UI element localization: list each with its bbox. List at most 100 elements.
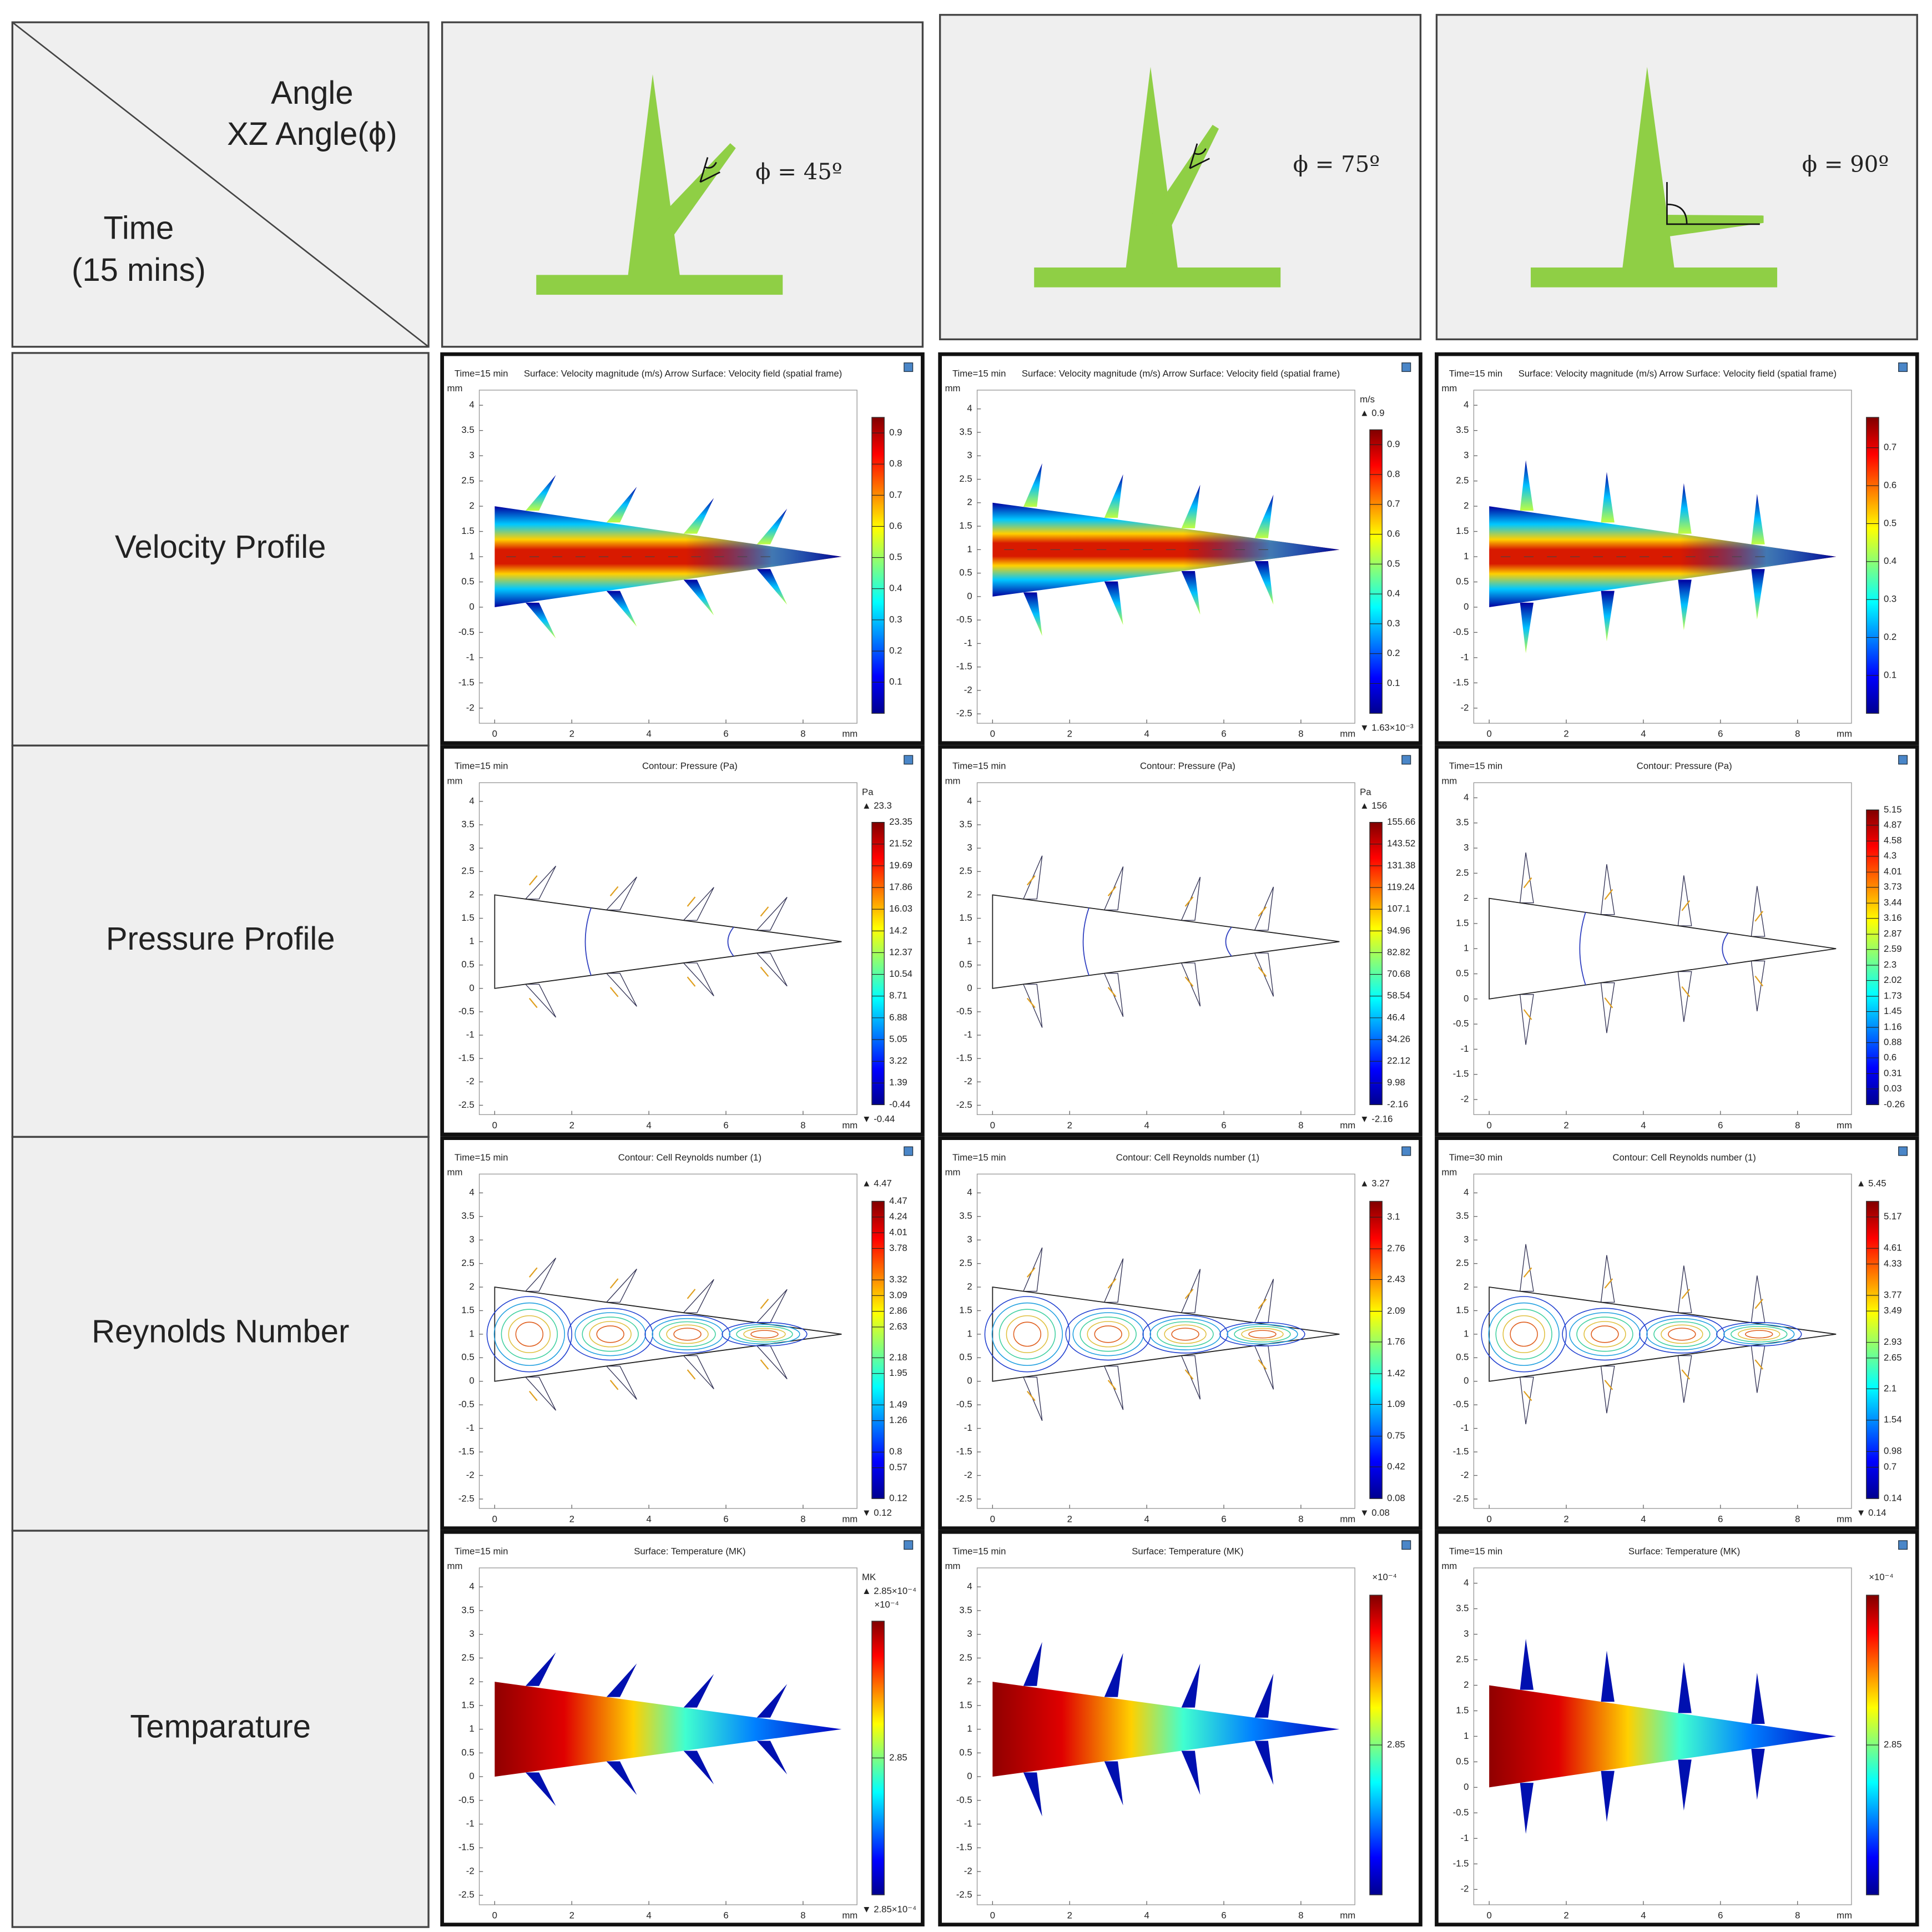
x-tick-label: 0 <box>492 1514 497 1524</box>
y-tick-label: 2 <box>469 889 474 900</box>
y-tick-label: 0 <box>469 1771 474 1782</box>
spike <box>1678 1759 1692 1811</box>
spike <box>1104 1761 1123 1805</box>
x-tick-label: 4 <box>646 1120 651 1131</box>
spike <box>1751 569 1765 620</box>
colorbar-tick-label: 2.09 <box>1387 1305 1405 1316</box>
colorbar-tick-label: -0.44 <box>889 1099 910 1109</box>
y-unit: mm <box>945 1561 961 1571</box>
colorbar-tick-label: 3.49 <box>1884 1305 1902 1316</box>
corner-diagonal <box>12 22 429 347</box>
y-tick-label: -1 <box>964 1422 972 1433</box>
y-tick-label: -1 <box>466 1818 475 1829</box>
x-tick-label: 2 <box>1067 729 1072 739</box>
colorbar-tick-label: 0.3 <box>1387 618 1400 628</box>
contour-line <box>1164 1324 1207 1344</box>
colorbar-tick-label: 4.01 <box>1884 866 1902 877</box>
colorbar-tick-label: 2.93 <box>1884 1336 1902 1347</box>
spike-contour <box>609 987 619 997</box>
colorbar-tick-label: 2.02 <box>1884 975 1902 985</box>
y-tick-label: 2.5 <box>1456 1258 1469 1268</box>
spike <box>606 1761 637 1795</box>
y-tick-label: 4 <box>1464 400 1469 410</box>
spike <box>1601 591 1615 642</box>
y-tick-label: 0.5 <box>461 1352 474 1363</box>
contour-line <box>1510 1321 1538 1347</box>
y-tick-label: -0.5 <box>458 1399 475 1410</box>
angle-mark <box>1666 182 1760 225</box>
x-tick-label: 4 <box>1641 1910 1646 1920</box>
spike-contour <box>687 896 696 907</box>
colorbar-tick-label: 0.6 <box>889 521 902 531</box>
plot-time: Time=15 min <box>952 1152 1006 1163</box>
colorbar-tick-label: 8.71 <box>889 990 907 1001</box>
row-label-cell <box>11 1136 430 1532</box>
y-tick-label: 3.5 <box>1456 1210 1469 1221</box>
contour-line <box>1668 1328 1696 1341</box>
colorbar-tick-label: 14.2 <box>889 925 907 936</box>
x-tick-label: 2 <box>1563 1514 1568 1524</box>
geometry-branch <box>651 143 736 243</box>
spike <box>1678 483 1692 534</box>
y-tick-label: 2 <box>967 1281 972 1292</box>
colorbar-tick-label: 0.4 <box>1884 556 1896 566</box>
y-tick-label: 2 <box>967 497 972 507</box>
x-unit: mm <box>1837 1910 1852 1920</box>
y-tick-label: 2 <box>1464 892 1469 903</box>
plot-icon <box>904 362 914 372</box>
y-tick-label: 4 <box>1464 1187 1469 1198</box>
contour-line <box>736 1326 793 1343</box>
y-tick-label: 3 <box>967 450 972 461</box>
spike-contour <box>760 1359 769 1370</box>
y-tick-label: 1 <box>967 936 972 946</box>
x-tick-label: 4 <box>1144 1120 1149 1131</box>
colorbar-tick-label: 119.24 <box>1387 881 1415 892</box>
y-tick-label: -2 <box>964 1470 972 1480</box>
contour-line <box>1579 912 1586 985</box>
contour-line <box>501 1309 558 1360</box>
contour-line <box>984 1296 1071 1373</box>
colorbar-tick-label: 0.98 <box>1884 1446 1902 1456</box>
angle-label: ϕ = 45º <box>755 159 843 185</box>
x-tick-label: 6 <box>1718 1514 1723 1524</box>
y-tick-label: -0.5 <box>458 627 475 637</box>
contour-line <box>1080 1316 1137 1352</box>
colorbar-tick-label: 1.39 <box>889 1077 907 1088</box>
spike <box>1600 982 1615 1033</box>
x-tick-label: 8 <box>800 1120 805 1131</box>
spike <box>683 1279 714 1313</box>
y-tick-label: -2.5 <box>956 1099 972 1110</box>
colorbar <box>871 1200 885 1499</box>
contour-line <box>743 1328 786 1341</box>
colorbar-unit: Pa <box>1360 787 1371 798</box>
colorbar-tick-label: 2.3 <box>1884 960 1896 970</box>
y-tick-label: -2 <box>466 702 475 713</box>
spike-contour <box>528 1267 538 1278</box>
x-unit: mm <box>842 729 857 739</box>
y-tick-label: 1.5 <box>1456 917 1469 928</box>
colorbar-tick-label: 1.26 <box>889 1415 907 1425</box>
plot-icon <box>1898 755 1908 765</box>
x-tick-label: 6 <box>723 1910 728 1920</box>
axes-box <box>478 1567 857 1905</box>
spike-contour <box>1258 1359 1267 1370</box>
spike-contour <box>760 966 769 977</box>
colorbar-tick-label: 1.49 <box>889 1399 907 1410</box>
spike <box>524 1376 557 1411</box>
colorbar-tick-label: 4.33 <box>1884 1258 1902 1269</box>
colorbar-tick-label: 1.09 <box>1387 1399 1405 1409</box>
x-tick-label: 0 <box>1487 1514 1492 1524</box>
y-tick-label: -2.5 <box>458 1099 475 1110</box>
spike-contour <box>1681 1289 1691 1299</box>
field-outline <box>992 894 1340 989</box>
colorbar-exponent: ×10⁻⁴ <box>1372 1572 1396 1582</box>
y-tick-label: 0.5 <box>1456 1756 1469 1767</box>
geometry-base <box>1034 267 1281 287</box>
y-tick-label: 2.5 <box>461 475 474 486</box>
x-tick-label: 4 <box>1144 1910 1149 1920</box>
spike <box>525 1772 556 1806</box>
colorbar-tick-label: 4.01 <box>889 1227 907 1238</box>
colorbar-tick-label: 0.7 <box>1387 498 1400 509</box>
y-tick-label: -1.5 <box>1453 1068 1469 1079</box>
colorbar-tick-label: 2.43 <box>1387 1274 1405 1284</box>
